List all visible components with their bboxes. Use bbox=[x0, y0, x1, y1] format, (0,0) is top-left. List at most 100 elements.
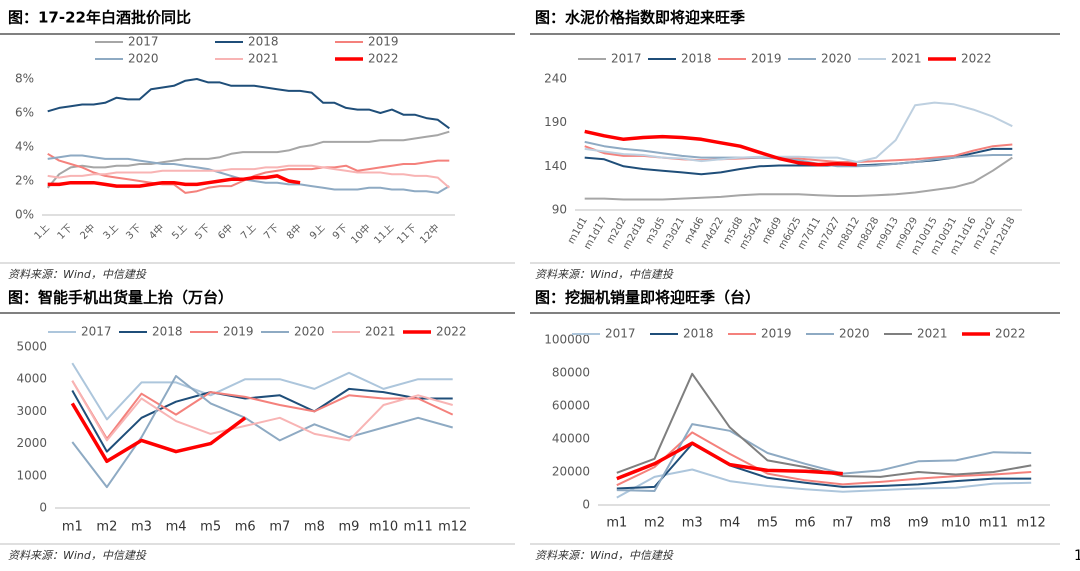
legend-label: 2019 bbox=[761, 327, 792, 341]
source-note: 资料来源：Wind，中信建投 bbox=[535, 268, 674, 281]
series-line bbox=[616, 441, 843, 481]
x-tick-label: m8 bbox=[870, 516, 891, 531]
y-tick-label: 80000 bbox=[552, 366, 590, 380]
x-tick-label: 3上 bbox=[101, 222, 121, 242]
x-tick-label: m7 bbox=[269, 520, 290, 535]
series-line bbox=[616, 468, 1032, 499]
y-tick-label: 6% bbox=[15, 106, 34, 120]
y-tick-label: 3000 bbox=[16, 404, 47, 418]
legend-label: 2021 bbox=[917, 327, 948, 341]
x-tick-label: 11上 bbox=[372, 222, 397, 247]
series-line bbox=[71, 387, 453, 453]
series-line bbox=[584, 129, 857, 167]
page-number: 1 bbox=[1074, 548, 1080, 564]
legend-label: 2021 bbox=[248, 52, 279, 66]
y-tick-label: 20000 bbox=[552, 465, 590, 479]
series-line bbox=[71, 362, 453, 421]
x-tick-label: m5 bbox=[757, 516, 778, 531]
x-tick-label: m2 bbox=[96, 520, 117, 535]
legend-label: 2019 bbox=[751, 52, 782, 66]
y-tick-label: 4000 bbox=[16, 372, 47, 386]
legend-label: 2022 bbox=[368, 52, 399, 66]
series-line bbox=[616, 442, 1032, 490]
x-tick-label: m10 bbox=[369, 520, 398, 535]
series-line bbox=[46, 130, 450, 189]
series-line bbox=[584, 156, 1013, 201]
x-tick-label: m8 bbox=[304, 520, 325, 535]
chart-title: 图：智能手机出货量上抬（万台） bbox=[8, 289, 233, 307]
y-tick-label: 5000 bbox=[16, 340, 47, 354]
legend-label: 2019 bbox=[223, 325, 254, 339]
legend-label: 2018 bbox=[248, 35, 279, 49]
x-tick-label: 7上 bbox=[238, 222, 258, 242]
x-tick-label: 1下 bbox=[56, 222, 75, 241]
legend-label: 2018 bbox=[152, 325, 183, 339]
y-tick-label: 60000 bbox=[552, 399, 590, 413]
x-tick-label: 5下 bbox=[193, 222, 212, 241]
legend-label: 2018 bbox=[683, 327, 714, 341]
x-tick-label: 1上 bbox=[32, 222, 52, 242]
series-line bbox=[616, 372, 1032, 478]
x-tick-label: m11 bbox=[979, 516, 1008, 531]
y-tick-label: 1000 bbox=[16, 468, 47, 482]
y-tick-label: 8% bbox=[15, 72, 34, 86]
x-tick-label: 11下 bbox=[395, 222, 419, 246]
x-tick-label: 9下 bbox=[331, 222, 350, 241]
x-tick-label: m3 bbox=[682, 516, 703, 531]
legend-label: 2020 bbox=[128, 52, 159, 66]
x-tick-label: m6 bbox=[795, 516, 816, 531]
chart-title: 图：17-22年白酒批价同比 bbox=[8, 9, 191, 27]
x-tick-label: m7 bbox=[832, 516, 853, 531]
x-tick-label: m4 bbox=[166, 520, 187, 535]
legend-label: 2020 bbox=[839, 327, 870, 341]
y-tick-label: 2000 bbox=[16, 436, 47, 450]
series-line bbox=[584, 140, 1013, 168]
y-tick-label: 190 bbox=[544, 115, 567, 129]
x-tick-label: m12 bbox=[1017, 516, 1046, 531]
x-tick-label: 10中 bbox=[348, 221, 373, 246]
x-tick-label: m12 bbox=[438, 520, 467, 535]
y-tick-label: 0% bbox=[15, 208, 34, 222]
y-tick-label: 140 bbox=[544, 159, 567, 173]
x-tick-label: m9 bbox=[908, 516, 929, 531]
legend-label: 2020 bbox=[294, 325, 325, 339]
x-tick-label: m11 bbox=[404, 520, 433, 535]
x-tick-label: 2中 bbox=[77, 221, 98, 242]
x-tick-label: 12中 bbox=[417, 221, 442, 246]
x-tick-label: m5 bbox=[200, 520, 221, 535]
source-note: 资料来源：Wind，中信建投 bbox=[8, 268, 147, 281]
x-tick-label: m2 bbox=[644, 516, 665, 531]
chart-title: 图：挖掘机销量即将迎旺季（台） bbox=[535, 289, 760, 307]
x-tick-label: 6中 bbox=[215, 221, 236, 242]
x-tick-label: 4中 bbox=[146, 221, 167, 242]
source-note: 资料来源：Wind，中信建投 bbox=[535, 549, 674, 562]
y-tick-label: 240 bbox=[544, 72, 567, 86]
series-line bbox=[616, 423, 1032, 492]
x-tick-label: m6 bbox=[235, 520, 256, 535]
x-tick-label: 9上 bbox=[307, 222, 327, 242]
series-line bbox=[616, 431, 1032, 487]
series-line bbox=[47, 78, 450, 130]
x-tick-label: 7下 bbox=[262, 222, 281, 241]
legend-label: 2017 bbox=[611, 52, 642, 66]
series-line bbox=[47, 164, 450, 189]
x-tick-label: m1 bbox=[606, 516, 627, 531]
x-tick-label: m10 bbox=[941, 516, 970, 531]
legend-label: 2022 bbox=[436, 325, 467, 339]
y-tick-label: 0 bbox=[582, 498, 590, 512]
source-note: 资料来源：Wind，中信建投 bbox=[8, 549, 147, 562]
x-tick-label: m4 bbox=[719, 516, 740, 531]
legend-label: 2017 bbox=[128, 35, 159, 49]
chart-title: 图：水泥价格指数即将迎来旺季 bbox=[535, 9, 745, 27]
series-line bbox=[71, 380, 454, 440]
legend-label: 2017 bbox=[81, 325, 112, 339]
legend-label: 2022 bbox=[961, 52, 992, 66]
x-tick-label: 5上 bbox=[170, 222, 190, 242]
series-line bbox=[70, 402, 247, 464]
legend-label: 2021 bbox=[365, 325, 396, 339]
x-tick-label: m1 bbox=[62, 520, 83, 535]
y-tick-label: 100000 bbox=[544, 333, 590, 347]
series-line bbox=[47, 174, 301, 188]
y-tick-label: 2% bbox=[15, 174, 34, 188]
